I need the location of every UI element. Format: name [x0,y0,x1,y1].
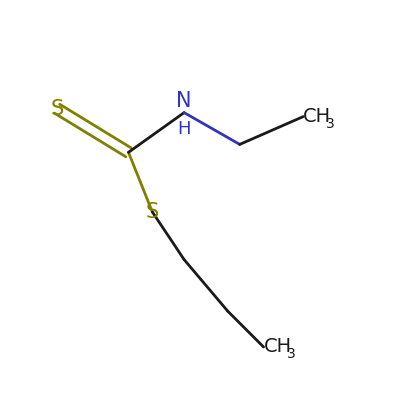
Text: S: S [50,99,64,119]
Text: CH: CH [264,338,292,356]
Text: 3: 3 [286,347,295,361]
Text: S: S [146,202,159,222]
Text: H: H [177,120,191,138]
Text: N: N [176,91,192,111]
Text: CH: CH [303,107,332,126]
Text: 3: 3 [326,117,335,131]
